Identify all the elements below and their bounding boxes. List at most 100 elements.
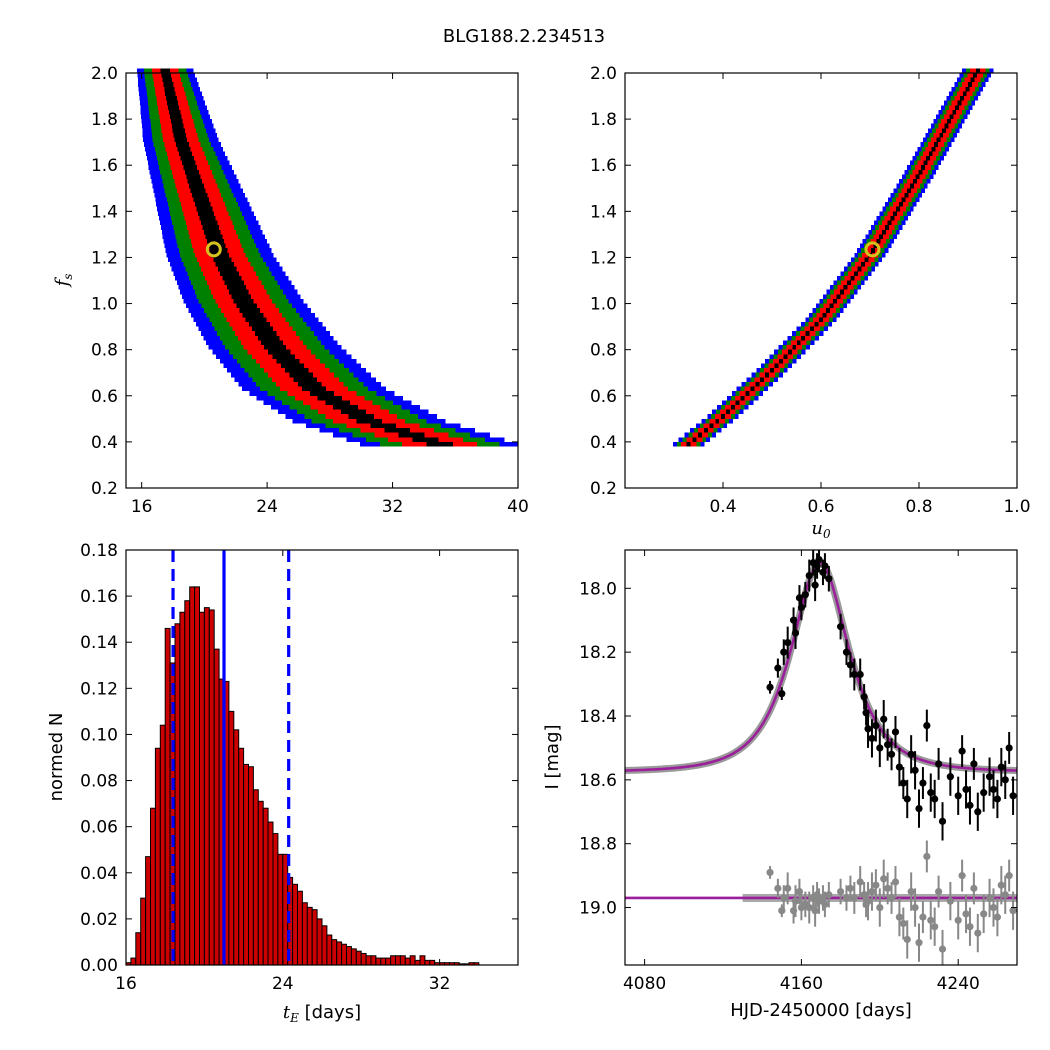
fs_vs_u0-cell-1sigma <box>692 437 697 442</box>
fs_vs_tE-cell-1sigma <box>257 335 280 341</box>
tE_histogram-bar <box>199 611 205 966</box>
fs_vs_tE-cell-1sigma <box>340 409 366 415</box>
lightcurve-point <box>938 817 947 825</box>
fs_vs_u0-cell-1sigma <box>957 100 962 106</box>
lightcurve-xtick-label: 4160 <box>780 974 823 994</box>
fs_vs_tE-xtick-label: 32 <box>382 497 404 517</box>
lightcurve-point <box>805 903 813 912</box>
fs_vs_u0-cell-1sigma <box>829 303 834 309</box>
fs_vs_tE-xtick-label: 24 <box>256 497 278 517</box>
lightcurve-point <box>985 894 994 902</box>
lightcurve-point <box>791 629 800 637</box>
lightcurve-point <box>825 891 833 899</box>
fs_vs_u0-cell-1sigma <box>887 220 892 226</box>
tE_histogram-bar <box>140 897 147 966</box>
fs_vs_tE-cell-1sigma <box>196 206 213 212</box>
fs_vs_u0-cell-1sigma <box>954 105 959 110</box>
tE_histogram-bar <box>390 955 397 966</box>
fs_vs_tE-cell-1sigma <box>172 128 185 133</box>
fs_vs_u0-cell-1sigma <box>873 243 878 249</box>
fs_vs_u0-ytick-label: 1.2 <box>590 248 617 268</box>
fs_vs_u0-cell-1sigma <box>970 77 975 83</box>
tE_histogram-bar <box>414 959 421 966</box>
fs_vs_u0-heatmap-cells <box>673 68 994 447</box>
fs_vs_u0-xtick-label: 0.4 <box>709 497 736 517</box>
fs_vs_u0-cell-1sigma <box>965 86 970 92</box>
fs_vs_tE-cell-1sigma <box>309 391 335 396</box>
lightcurve-point <box>923 721 931 730</box>
lightcurve-point <box>766 868 774 877</box>
lightcurve-point <box>837 623 845 631</box>
fs_vs_tE-cell-1sigma <box>348 414 374 419</box>
fs_vs_u0-ytick-label: 1.4 <box>590 202 617 222</box>
fs_vs_tE-cell-1sigma <box>272 354 295 359</box>
fs_vs_u0-cell-1sigma <box>939 132 944 138</box>
fs_vs_u0-cell-1sigma <box>740 395 745 401</box>
fs_vs_tE-cell-1sigma <box>226 285 247 290</box>
lightcurve-point <box>846 884 855 892</box>
fs_vs_tE-cell-1sigma <box>260 340 283 346</box>
fs_vs_tE-cell-1sigma <box>325 400 351 405</box>
fs_vs_tE-cell-1sigma <box>384 428 411 433</box>
lightcurve-point <box>974 808 982 816</box>
lightcurve-point <box>887 894 896 902</box>
fs_vs_tE-ytick-label: 0.6 <box>91 387 118 407</box>
lightcurve-point <box>868 887 876 896</box>
fs_vs_u0-cell-1sigma <box>926 156 931 161</box>
tE_histogram-bar <box>301 902 308 966</box>
tE_histogram-bar <box>370 955 377 966</box>
fs_vs_u0-cell-1sigma <box>778 358 783 364</box>
fs_vs_u0-ytick-label: 1.8 <box>590 110 617 130</box>
lightcurve-point <box>856 670 864 679</box>
lightcurve-point <box>919 913 927 921</box>
fs_vs_tE-cell-1sigma <box>248 322 270 327</box>
tE_histogram-bar <box>233 729 240 966</box>
fs_vs_u0-cell-1sigma <box>854 271 858 276</box>
fs_vs_u0-ytick-label: 1.0 <box>590 295 617 315</box>
lightcurve-point <box>805 571 813 580</box>
lightcurve-point <box>784 884 792 892</box>
fs_vs_u0-cell-1sigma <box>973 73 978 78</box>
lightcurve-point <box>907 887 915 896</box>
fs_vs_u0-cell-1sigma <box>725 409 730 415</box>
fs_vs_tE-cell-1sigma <box>162 77 173 83</box>
fs_vs_u0-cell-1sigma <box>810 326 815 332</box>
tE_histogram-bar <box>419 955 426 966</box>
figure-title: BLG188.2.234513 <box>443 26 605 47</box>
fs_vs_u0-ytick-label: 0.6 <box>590 387 617 407</box>
lightcurve-point <box>903 795 911 803</box>
fs_vs_tE-cell-1sigma <box>317 395 343 401</box>
lightcurve-point <box>784 638 792 647</box>
fs_vs_u0-cell-1sigma <box>840 289 844 295</box>
fs_vs_tE-cell-1sigma <box>293 377 318 382</box>
lightcurve-series-0 <box>766 550 1017 841</box>
fs_vs_u0-cell-1sigma <box>876 239 881 244</box>
fs_vs_tE-cell-1sigma <box>289 372 313 378</box>
fs_vs_tE-cell-1sigma <box>205 234 223 239</box>
fs_vs_u0-cell-1sigma <box>709 423 714 429</box>
fs_vs_tE-best-fit-marker <box>205 241 222 258</box>
lightcurve-point <box>895 913 904 921</box>
fs_vs_u0-ytick-label: 0.2 <box>590 479 617 499</box>
fs_vs_u0-cell-1sigma <box>882 229 886 235</box>
tE_histogram-bar <box>203 607 210 966</box>
fs_vs_u0-cell-1sigma <box>962 91 967 97</box>
lightcurve-point <box>876 744 884 752</box>
fs_vs_tE-cell-1sigma <box>199 215 216 221</box>
fs_vs_u0-xtick-label: 0.6 <box>807 497 834 517</box>
fs_vs_tE-cell-1sigma <box>187 179 203 184</box>
tE_histogram-xtick-label: 24 <box>272 974 294 994</box>
tE_histogram-xlabel-unit: [days] <box>299 1002 361 1023</box>
fs_vs_u0-cell-1sigma <box>745 391 750 396</box>
fs_vs_tE-cell-1sigma <box>233 298 254 304</box>
lightcurve-point <box>884 741 892 749</box>
tE_histogram-bar <box>159 724 166 966</box>
fs_vs_u0-cell-1sigma <box>805 331 810 336</box>
fs_vs_tE-cell-1sigma <box>184 169 199 175</box>
lightcurve-point <box>780 648 788 656</box>
tE_histogram-xtick-label: 16 <box>115 974 137 994</box>
lightcurve-point <box>962 910 970 918</box>
fs_vs_tE-cell-1sigma <box>200 220 218 226</box>
fs_vs_u0-cell-1sigma <box>770 368 774 373</box>
lightcurve-point <box>791 897 800 905</box>
